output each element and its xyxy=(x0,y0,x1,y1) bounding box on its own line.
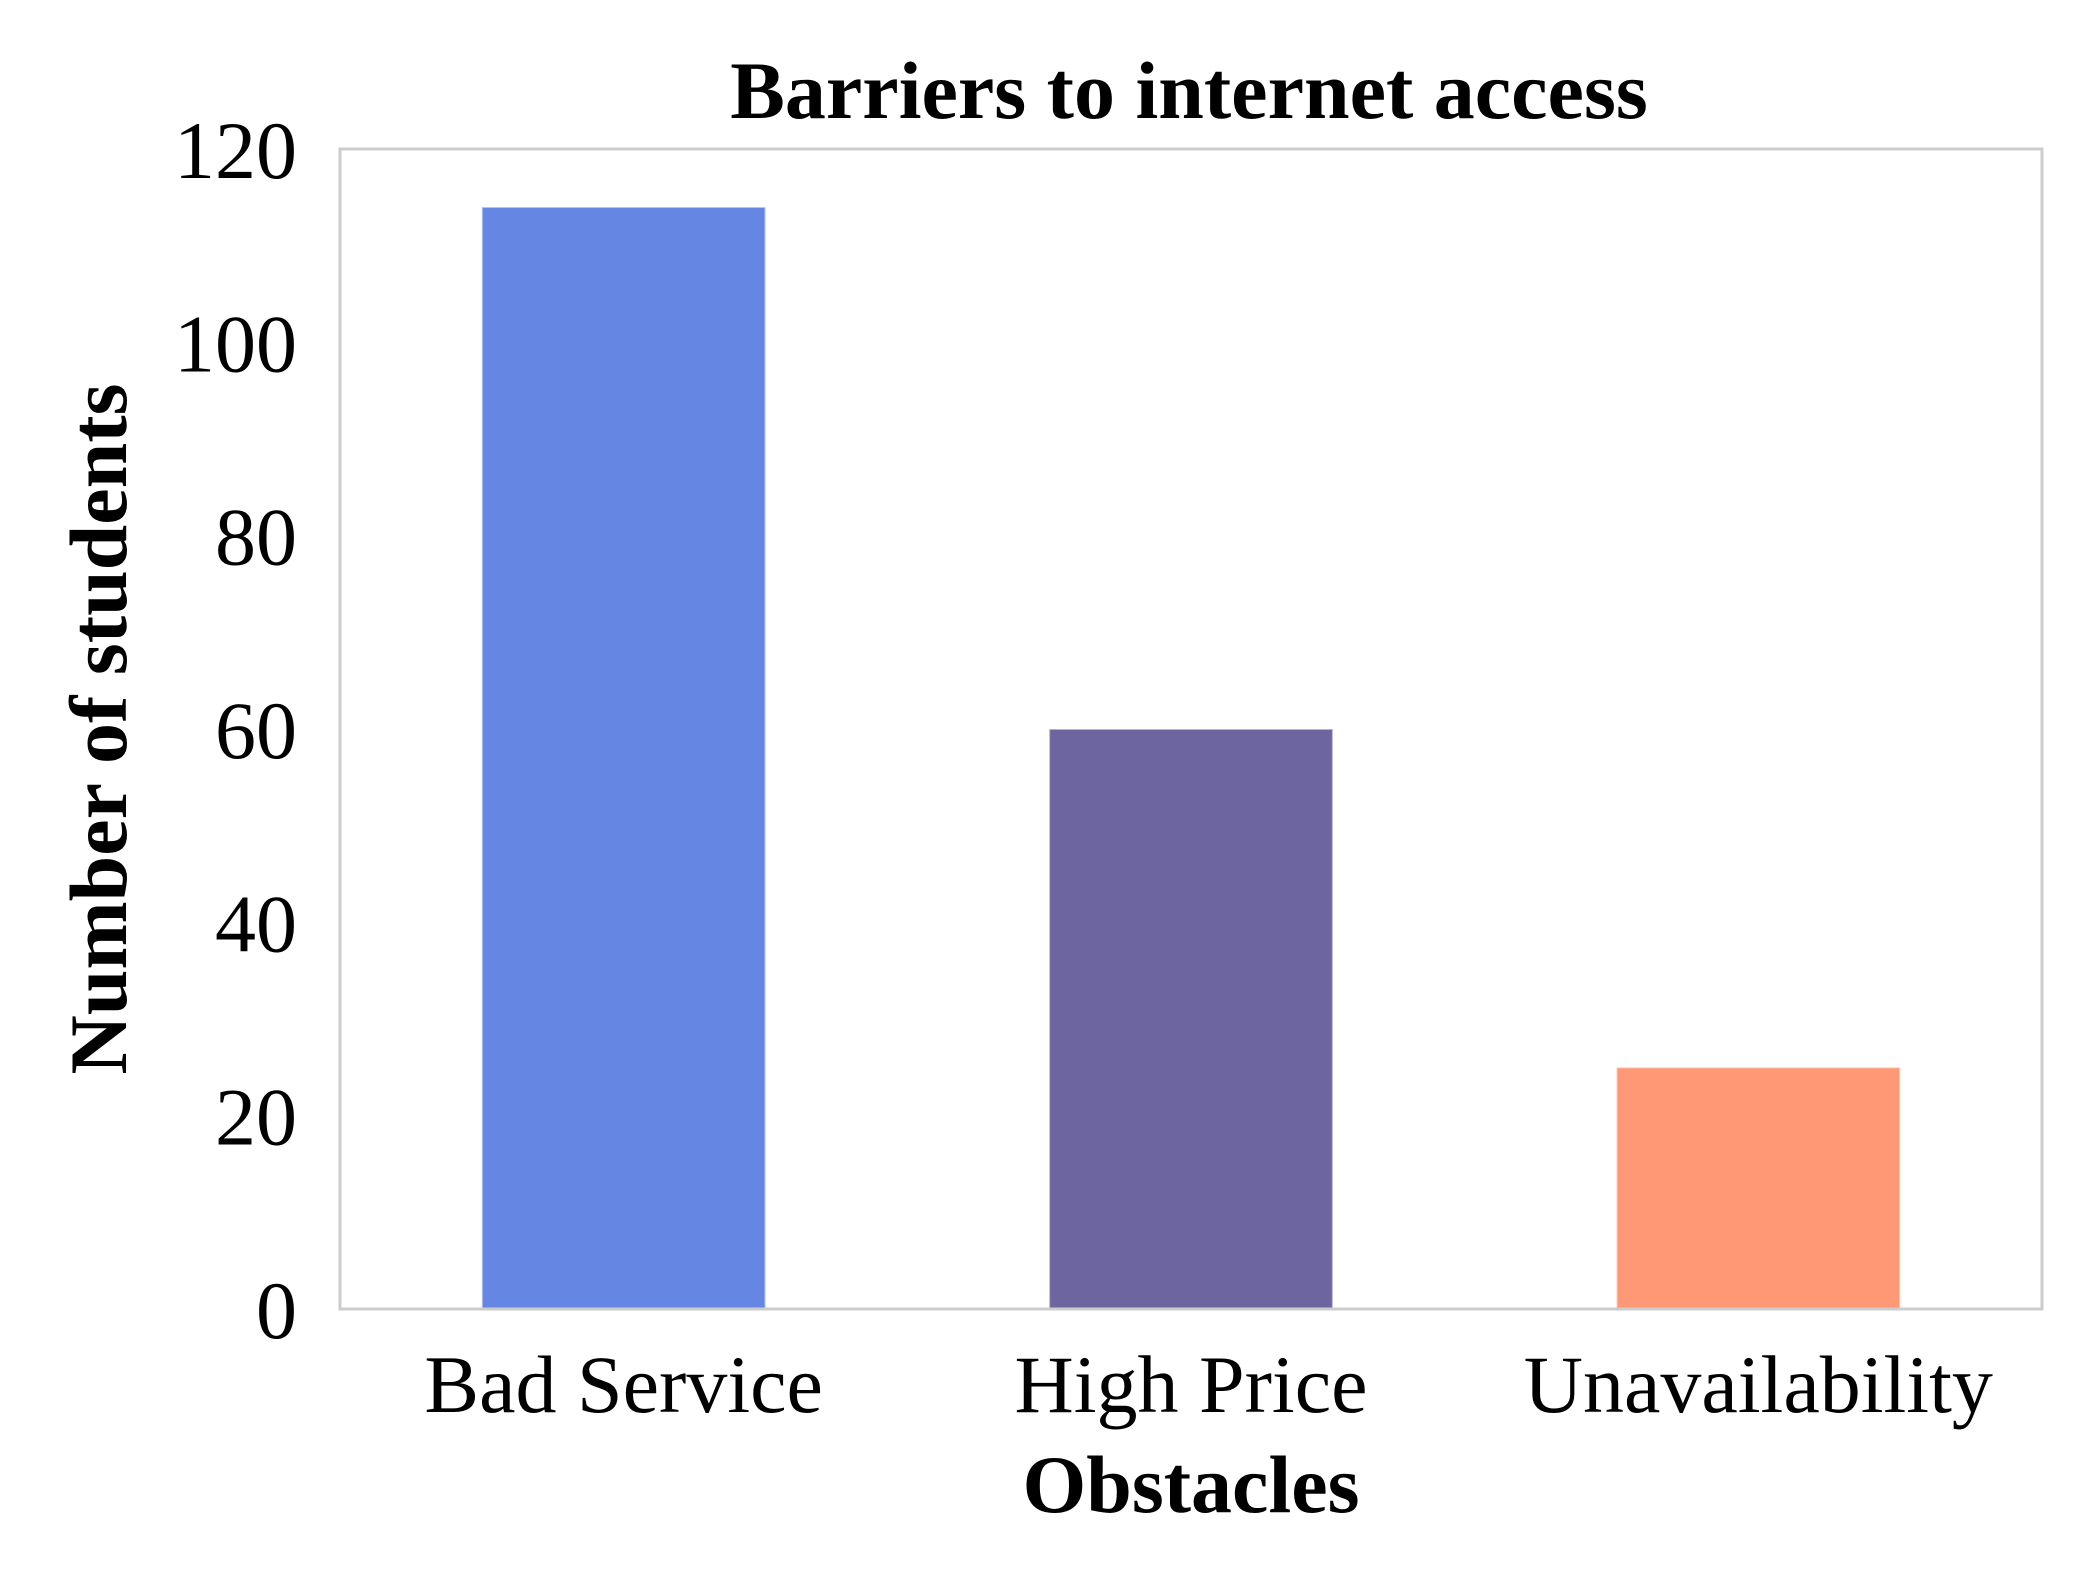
y-tick-label: 40 xyxy=(215,878,297,969)
plot-frame xyxy=(338,147,2044,1311)
y-tick-label: 120 xyxy=(174,105,297,196)
y-tick-label: 100 xyxy=(174,298,297,389)
y-axis-label: Number of students xyxy=(53,384,144,1075)
x-tick-label: Bad Service xyxy=(424,1339,822,1430)
x-tick-label: High Price xyxy=(1015,1339,1368,1430)
x-axis-label: Obstacles xyxy=(1022,1439,1359,1530)
y-tick-label: 60 xyxy=(215,685,297,776)
bars-layer xyxy=(480,206,1902,1311)
x-tick-label: Unavailability xyxy=(1524,1339,1993,1430)
bar-unavailability xyxy=(1615,1066,1902,1311)
y-axis-ticks: 0 20 40 60 80 100 120 xyxy=(174,105,297,1356)
y-tick-label: 0 xyxy=(256,1265,297,1356)
chart-title: Barriers to internet access xyxy=(730,45,1648,136)
bar-bad-service xyxy=(480,206,767,1310)
bar-high-price xyxy=(1048,728,1334,1310)
y-tick-label: 80 xyxy=(215,492,297,583)
x-axis-ticks: Bad Service High Price Unavailability xyxy=(424,1339,1992,1430)
y-tick-label: 20 xyxy=(215,1072,297,1163)
